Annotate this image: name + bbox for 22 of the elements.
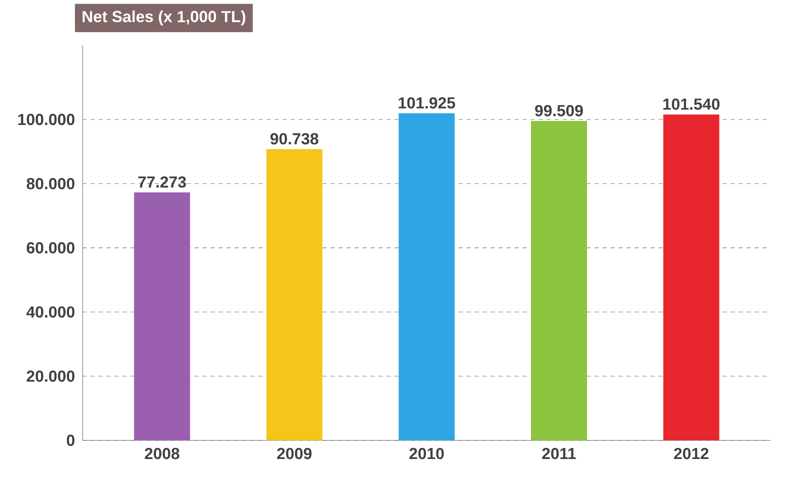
y-tick-label: 60.000 [26,242,74,254]
y-tick-label: 0 [66,434,74,446]
x-tick-label: 2011 [542,448,576,460]
bar [134,192,190,440]
y-tick-label: 100.000 [18,114,74,126]
y-tick-label: 80.000 [26,178,74,190]
x-tick-label: 2010 [409,448,444,460]
bar [398,113,455,440]
x-tick-label: 2012 [674,448,708,460]
y-tick-label: 40.000 [26,306,74,318]
data-label: 101.925 [398,97,456,109]
bar [530,121,587,440]
x-tick-label: 2009 [277,448,312,460]
bar [266,149,322,440]
data-label: 77.273 [138,176,186,188]
bar [663,114,720,440]
data-label: 90.738 [270,133,318,144]
y-tick-label: 20.000 [26,370,74,382]
data-label: 99.509 [535,105,583,116]
data-label: 101.540 [663,98,720,110]
x-tick-label: 2008 [144,448,180,460]
chart-title: Net Sales (x 1,000 TL) [82,10,246,26]
